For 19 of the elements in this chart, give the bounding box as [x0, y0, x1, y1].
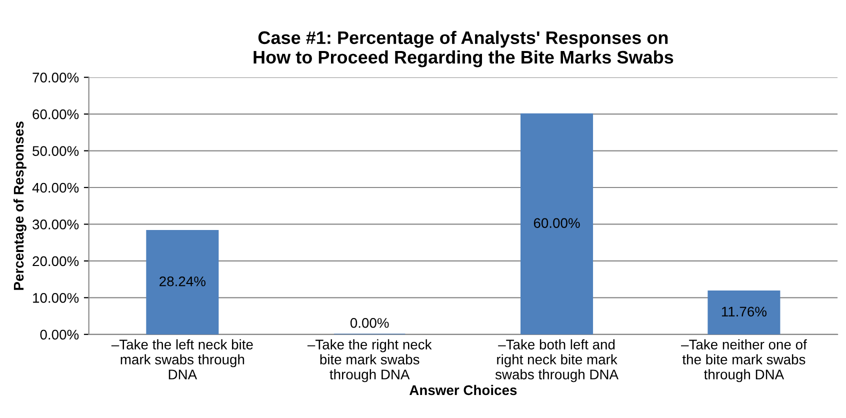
x-tick-label: –Take both left and right neck bite mark swabs through DNA: [495, 339, 619, 382]
y-tick-label: 10.00%: [33, 293, 79, 303]
data-label: 60.00%: [534, 218, 580, 228]
data-label: 0.00%: [350, 318, 389, 328]
y-tick-label: 50.00%: [32, 146, 79, 156]
data-label: 28.24%: [160, 276, 206, 286]
y-tick-label: 0.00%: [40, 330, 79, 340]
x-tick-label: –Take the left neck bite mark swabs through DNA: [111, 339, 253, 380]
y-tick-label: 70.00%: [32, 72, 79, 82]
y-tick-label: 60.00%: [32, 109, 79, 120]
y-tick-label: 40.00%: [32, 182, 79, 193]
y-tick-label: 30.00%: [32, 220, 79, 230]
y-tick-label: 20.00%: [32, 256, 79, 266]
x-tick-label: –Take neither one of the bite mark swabs through DNA: [681, 339, 807, 382]
chart-title: Case #1: Percentage of Analysts' Responses on How to Proceed Regarding the Bite Marks Swabs: [254, 30, 674, 68]
y-axis-title: Percentage of Responses: [13, 122, 26, 290]
data-label: 11.76%: [722, 306, 766, 317]
x-tick-label: –Take the right neck bite mark swabs through DNA: [307, 339, 432, 382]
x-axis-title: Answer Choices: [410, 384, 517, 396]
